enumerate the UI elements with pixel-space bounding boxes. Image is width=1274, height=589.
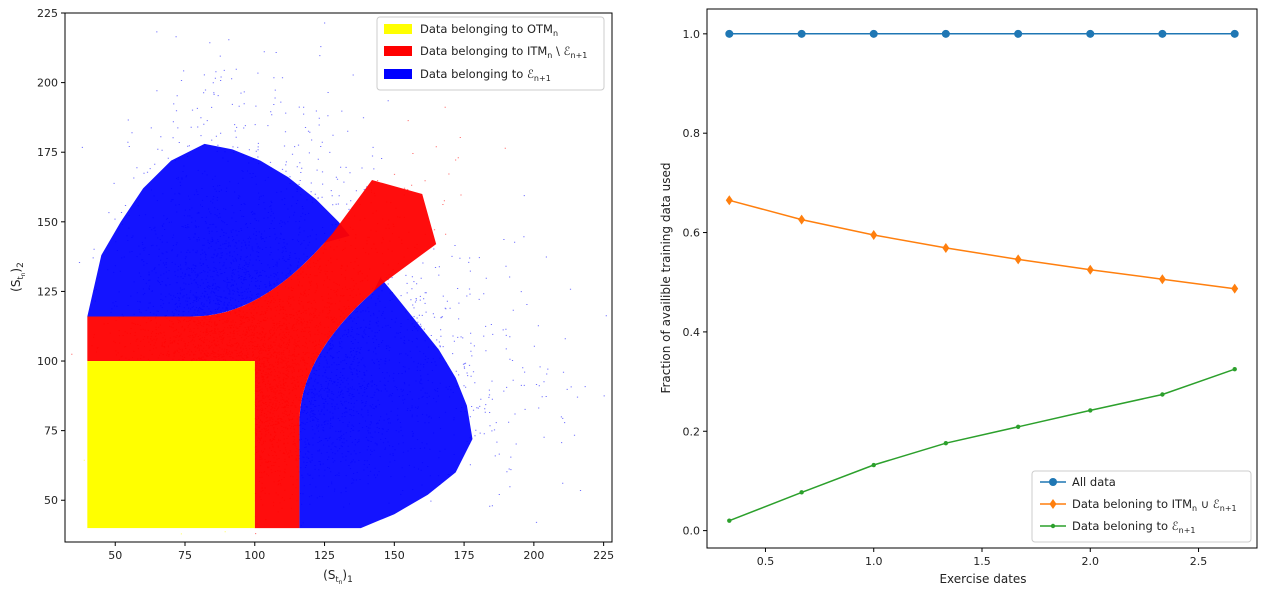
x-tick-label: 1.5 bbox=[973, 555, 991, 568]
y-tick-label: 1.0 bbox=[683, 28, 701, 41]
data-point-exercise-set bbox=[1015, 424, 1021, 429]
data-point-itm-union bbox=[1086, 264, 1094, 275]
scatter-x-axis-label: (Stn)1 bbox=[323, 568, 353, 586]
data-point-exercise-set bbox=[1160, 392, 1165, 397]
itm-region bbox=[87, 180, 437, 529]
line-x-ticks: 0.5 1.0 1.5 2.0 2.5 bbox=[757, 548, 1208, 568]
legend-entry-exercise-set: Data beloning to ℰn+1 bbox=[1040, 519, 1196, 535]
y-tick-label: 100 bbox=[37, 355, 58, 368]
y-tick-label: 150 bbox=[37, 216, 58, 229]
scatter-legend: Data belonging to OTMn Data belonging to… bbox=[376, 16, 605, 91]
scatter-legend-box bbox=[376, 16, 605, 91]
data-point-itm-union bbox=[1014, 254, 1022, 265]
legend-entry-otm: Data belonging to OTMn bbox=[420, 22, 558, 38]
line-series bbox=[725, 29, 1239, 523]
exercise-region-upper bbox=[87, 143, 350, 317]
series-all-data bbox=[725, 29, 1239, 38]
y-tick-label: 125 bbox=[37, 285, 58, 298]
data-point-exercise-set bbox=[871, 462, 876, 468]
line-y-axis-label: Fraction of availible training data used bbox=[659, 162, 673, 393]
legend-entry-all-data: All data bbox=[1040, 475, 1116, 489]
x-tick-label: 125 bbox=[314, 549, 335, 562]
line-y-ticks: 0.0 0.2 0.4 0.6 0.8 1.0 bbox=[683, 28, 707, 538]
scatter-x-ticks: 50 75 100 125 150 175 200 225 bbox=[108, 542, 614, 562]
legend-marker-itm-union bbox=[1049, 499, 1057, 509]
y-tick-label: 0.4 bbox=[683, 326, 701, 339]
scatter-plot: 50 75 100 125 150 175 200 225 50 75 100 125 150 175 2… bbox=[9, 7, 614, 586]
x-tick-label: 75 bbox=[178, 549, 192, 562]
series-exercise-set bbox=[727, 366, 1237, 523]
data-point-all-data bbox=[1086, 29, 1095, 38]
y-tick-label: 75 bbox=[44, 425, 58, 438]
data-point-itm-union bbox=[870, 230, 878, 241]
x-tick-label: 100 bbox=[244, 549, 265, 562]
x-tick-label: 225 bbox=[593, 549, 614, 562]
data-point-all-data bbox=[1230, 29, 1239, 38]
legend-label-exercise-set: Data beloning to ℰn+1 bbox=[1072, 519, 1196, 535]
y-tick-label: 50 bbox=[44, 494, 58, 507]
y-tick-label: 175 bbox=[37, 146, 58, 159]
y-tick-label: 225 bbox=[37, 7, 58, 20]
x-tick-label: 2.5 bbox=[1190, 555, 1208, 568]
series-line-exercise-set bbox=[729, 368, 1235, 522]
data-point-itm-union bbox=[1158, 274, 1166, 285]
y-tick-label: 0.6 bbox=[683, 227, 701, 240]
data-point-itm-union bbox=[1231, 283, 1239, 294]
x-tick-label: 150 bbox=[384, 549, 405, 562]
otm-region bbox=[87, 361, 255, 529]
scatter-dense-regions bbox=[87, 143, 473, 529]
x-tick-label: 200 bbox=[523, 549, 544, 562]
y-tick-label: 0.8 bbox=[683, 127, 701, 140]
data-point-exercise-set bbox=[1232, 366, 1237, 372]
legend-swatch-exercise bbox=[384, 69, 412, 79]
legend-entry-itm: Data belonging to ITMn \ ℰn+1 bbox=[420, 44, 587, 60]
legend-swatch-otm bbox=[384, 24, 412, 34]
line-legend: All data Data beloning to ITMn ∪ ℰn+1 Da… bbox=[1031, 470, 1252, 543]
legend-marker-exercise-set bbox=[1050, 523, 1056, 529]
y-tick-label: 200 bbox=[37, 77, 58, 90]
data-point-exercise-set bbox=[727, 518, 732, 523]
legend-entry-itm-union: Data beloning to ITMn ∪ ℰn+1 bbox=[1040, 497, 1237, 513]
x-tick-label: 1.0 bbox=[865, 555, 883, 568]
data-point-all-data bbox=[869, 29, 878, 38]
data-point-exercise-set bbox=[1088, 408, 1093, 413]
legend-entry-exercise: Data belonging to ℰn+1 bbox=[420, 67, 551, 83]
legend-swatch-itm bbox=[384, 46, 412, 56]
legend-label-all-data: All data bbox=[1072, 475, 1116, 489]
x-tick-label: 50 bbox=[108, 549, 122, 562]
data-point-itm-union bbox=[725, 195, 733, 206]
y-tick-label: 0.2 bbox=[683, 425, 701, 438]
data-point-all-data bbox=[725, 29, 734, 38]
line-legend-box bbox=[1031, 470, 1252, 543]
scatter-y-ticks: 50 75 100 125 150 175 200 225 bbox=[37, 7, 65, 507]
series-itm-union bbox=[725, 195, 1239, 294]
x-tick-label: 0.5 bbox=[757, 555, 775, 568]
data-point-itm-union bbox=[942, 242, 950, 253]
data-point-exercise-set bbox=[943, 440, 949, 446]
data-point-itm-union bbox=[798, 214, 806, 225]
line-plot: 0.5 1.0 1.5 2.0 2.5 0.0 0.2 0.4 0.6 0.8 1.0 Exerc… bbox=[659, 8, 1258, 586]
data-point-all-data bbox=[1014, 29, 1023, 38]
legend-marker-all-data bbox=[1049, 478, 1057, 486]
line-x-axis-label: Exercise dates bbox=[939, 572, 1026, 586]
series-line-itm-union bbox=[729, 199, 1235, 290]
scatter-plot-frame bbox=[64, 12, 613, 543]
line-plot-frame bbox=[706, 8, 1258, 549]
x-tick-label: 2.0 bbox=[1082, 555, 1100, 568]
data-point-all-data bbox=[797, 29, 806, 38]
exercise-region-right bbox=[299, 277, 473, 529]
y-tick-label: 0.0 bbox=[683, 525, 701, 538]
legend-label-itm-union: Data beloning to ITMn ∪ ℰn+1 bbox=[1072, 497, 1237, 513]
scatter-y-axis-label: (Stn)2 bbox=[9, 262, 27, 292]
data-point-exercise-set bbox=[799, 490, 804, 495]
x-tick-label: 175 bbox=[454, 549, 475, 562]
data-point-all-data bbox=[941, 29, 950, 38]
data-point-all-data bbox=[1158, 29, 1167, 38]
